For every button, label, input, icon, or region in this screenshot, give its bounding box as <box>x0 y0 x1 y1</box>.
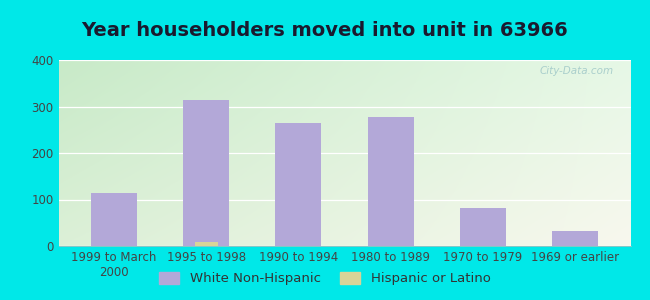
Bar <box>183 100 229 246</box>
Bar <box>91 193 137 246</box>
Bar <box>552 231 598 246</box>
Bar <box>194 242 218 246</box>
Bar <box>367 117 413 246</box>
Text: Year householders moved into unit in 63966: Year householders moved into unit in 639… <box>82 21 568 40</box>
Text: City-Data.com: City-Data.com <box>540 66 614 76</box>
Bar <box>460 208 506 246</box>
Legend: White Non-Hispanic, Hispanic or Latino: White Non-Hispanic, Hispanic or Latino <box>154 266 496 290</box>
Bar <box>276 123 322 246</box>
